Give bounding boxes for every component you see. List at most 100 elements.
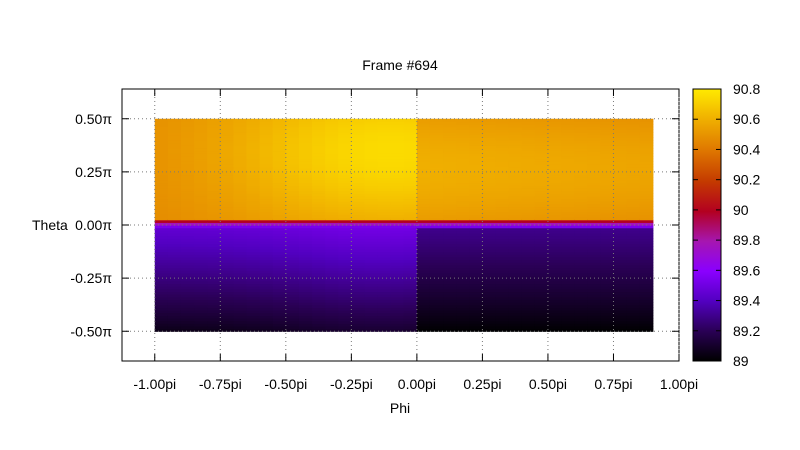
heatmap-cell (416, 312, 431, 316)
heatmap-cell (469, 209, 484, 213)
heatmap-cell (377, 126, 392, 130)
heatmap-cell (325, 121, 339, 125)
heatmap-cell (298, 171, 313, 176)
heatmap-cell (220, 206, 234, 210)
heatmap-cell (403, 190, 418, 194)
heatmap-cell (639, 240, 654, 245)
heatmap-cell (233, 134, 248, 138)
heatmap-cell (482, 126, 497, 130)
heatmap-cell (521, 315, 536, 319)
heatmap-cell (403, 243, 418, 247)
heatmap-cell (377, 158, 392, 162)
heatmap-cell (495, 317, 510, 322)
heatmap-cell (429, 195, 444, 200)
heatmap-cell (521, 121, 536, 125)
heatmap-cell (312, 262, 326, 266)
heatmap-cell (587, 320, 601, 324)
heatmap-cell (364, 320, 379, 324)
heatmap-cell (639, 243, 654, 247)
heatmap-cell (403, 124, 418, 128)
heatmap-cell (495, 134, 510, 138)
heatmap-cell (521, 272, 536, 277)
heatmap-cell (626, 145, 641, 149)
heatmap-cell (403, 325, 418, 330)
heatmap-cell (272, 145, 287, 149)
heatmap-cell (482, 294, 497, 298)
heatmap-cell (429, 280, 444, 285)
heatmap-cell (600, 211, 615, 215)
heatmap-cell (508, 294, 523, 298)
heatmap-cell (285, 238, 300, 242)
heatmap-cell (325, 177, 339, 181)
heatmap-cell (325, 206, 339, 210)
heatmap-cell (482, 137, 497, 141)
heatmap-cell (482, 129, 497, 133)
heatmap-cell (167, 280, 182, 285)
heatmap-cell (246, 166, 261, 170)
heatmap-cell (180, 179, 195, 184)
heatmap-cell (338, 240, 352, 245)
heatmap-cell (180, 124, 195, 128)
heatmap-cell (443, 140, 457, 144)
heatmap-cell (443, 179, 457, 184)
heatmap-cell (298, 230, 313, 234)
heatmap-cell (377, 246, 392, 250)
heatmap-cell (312, 137, 326, 141)
heatmap-cell (574, 150, 588, 154)
heatmap-cell (587, 275, 601, 279)
heatmap-cell (259, 232, 274, 237)
heatmap-cell (377, 272, 392, 277)
heatmap-cell (626, 317, 641, 322)
heatmap-cell (600, 134, 615, 138)
heatmap-cell (259, 270, 274, 274)
heatmap-cell (469, 222, 484, 226)
heatmap-cell (325, 118, 339, 123)
heatmap-cell (403, 163, 418, 168)
heatmap-cell (521, 185, 536, 189)
heatmap-cell (626, 174, 641, 178)
heatmap-cell (364, 302, 379, 306)
heatmap-cell (626, 256, 641, 261)
heatmap-cell (521, 134, 536, 138)
heatmap-cell (508, 163, 523, 168)
heatmap-cell (377, 161, 392, 165)
heatmap-cell (521, 142, 536, 146)
heatmap-cell (364, 243, 379, 247)
heatmap-cell (220, 328, 234, 332)
heatmap-cell (259, 283, 274, 287)
heatmap-cell (508, 214, 523, 218)
heatmap-cell (521, 270, 536, 274)
heatmap-cell (207, 174, 221, 178)
heatmap-cell (207, 317, 221, 322)
heatmap-cell (403, 304, 418, 308)
heatmap-cell (587, 193, 601, 197)
heatmap-cell (390, 328, 405, 332)
heatmap-cell (312, 264, 326, 269)
heatmap-cell (180, 163, 195, 168)
heatmap-cell (180, 171, 195, 176)
heatmap-cell (456, 174, 470, 178)
heatmap-cell (233, 235, 248, 239)
heatmap-cell (482, 310, 497, 314)
heatmap-cell (613, 264, 628, 269)
heatmap-cell (495, 235, 510, 239)
heatmap-cell (377, 304, 392, 308)
heatmap-cell (443, 325, 457, 330)
heatmap-cell (547, 217, 562, 221)
heatmap-cell (639, 302, 654, 306)
heatmap-cell (600, 251, 615, 255)
heatmap-cell (154, 219, 169, 223)
heatmap-cell (613, 161, 628, 165)
heatmap-cell (154, 169, 169, 173)
heatmap-cell (626, 121, 641, 125)
heatmap-cell (246, 259, 261, 263)
heatmap-cell (561, 198, 575, 202)
heatmap-cell (207, 129, 221, 133)
heatmap-cell (639, 206, 654, 210)
heatmap-cell (600, 278, 615, 282)
heatmap-cell (403, 177, 418, 181)
heatmap-cell (285, 323, 300, 327)
heatmap-cell (180, 145, 195, 149)
heatmap-cell (456, 280, 470, 285)
heatmap-cell (521, 323, 536, 327)
